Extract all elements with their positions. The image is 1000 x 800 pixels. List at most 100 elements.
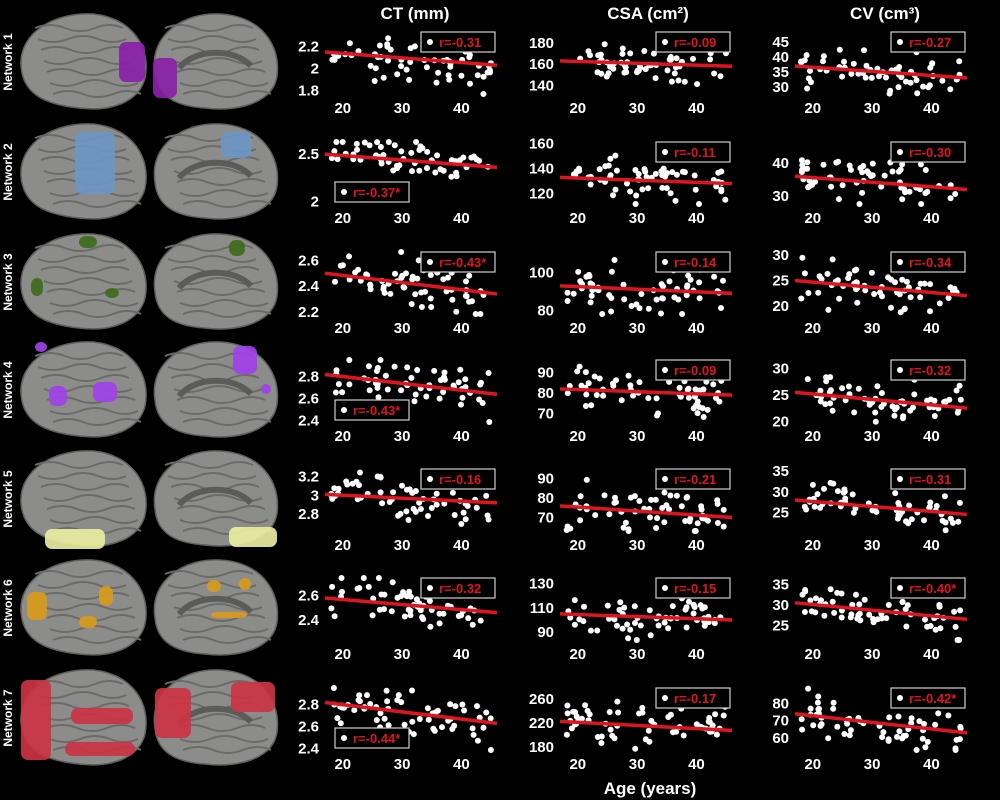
data-point: [931, 413, 938, 419]
data-point: [351, 707, 358, 714]
legend-marker: [427, 39, 433, 45]
data-point: [331, 613, 338, 620]
data-point: [848, 70, 855, 77]
data-point: [432, 169, 439, 176]
data-point: [384, 386, 391, 393]
data-point: [377, 489, 384, 496]
data-point: [372, 65, 379, 72]
data-point: [409, 168, 415, 175]
data-point: [932, 721, 939, 728]
data-point: [898, 74, 905, 81]
data-point: [398, 63, 405, 70]
data-point: [868, 269, 875, 276]
data-point: [401, 613, 408, 620]
data-point: [840, 489, 847, 496]
y-tick-label: 30: [772, 79, 789, 96]
data-point: [378, 160, 385, 167]
data-point: [608, 308, 615, 315]
data-point: [661, 489, 668, 496]
data-point: [866, 611, 873, 618]
data-point: [685, 394, 692, 401]
data-point: [387, 290, 394, 297]
data-point: [354, 146, 360, 153]
r-annotation: r=-0.21: [655, 468, 731, 490]
data-point: [606, 709, 613, 715]
data-point: [903, 518, 909, 525]
data-point: [467, 80, 473, 87]
data-point: [871, 291, 878, 297]
data-point: [945, 295, 952, 301]
data-point: [676, 384, 683, 391]
y-tick-label: 180: [529, 739, 554, 756]
data-point: [924, 397, 931, 404]
data-point: [830, 705, 837, 712]
scatter-grid: 1.8 2 2.2 20 30 40 r=-0.31 140 160 180 20 30 40 r=-0.…: [298, 31, 968, 773]
legend-marker: [427, 585, 433, 591]
y-tick-label: 220: [529, 715, 554, 732]
data-point: [805, 75, 812, 82]
data-point: [936, 602, 943, 608]
r-annotation: r=-0.14: [655, 251, 731, 273]
y-tick-label: 3: [311, 487, 319, 504]
data-point: [896, 728, 903, 735]
data-point: [462, 376, 469, 383]
data-point: [587, 181, 594, 188]
data-point: [376, 606, 383, 613]
data-point: [611, 735, 618, 742]
legend-marker: [341, 189, 347, 195]
data-point: [804, 165, 811, 172]
data-point: [432, 709, 439, 716]
data-point: [349, 480, 356, 487]
data-point: [845, 275, 852, 282]
data-point: [418, 304, 425, 310]
x-tick-label: 40: [688, 320, 705, 337]
data-point: [881, 172, 888, 179]
data-point: [836, 295, 843, 302]
scatter-network-2-cv: 30 40 20 30 40 r=-0.30: [772, 141, 968, 227]
data-point: [403, 508, 410, 515]
data-point: [483, 492, 490, 499]
data-point: [564, 390, 571, 397]
data-point: [818, 721, 825, 728]
r-value-label: r=-0.34: [909, 255, 952, 270]
y-tick-label: 35: [772, 576, 789, 593]
data-point: [625, 635, 632, 642]
data-point: [839, 182, 846, 189]
data-point: [876, 73, 882, 80]
fit-line: [559, 175, 733, 186]
x-tick-label: 20: [804, 320, 821, 337]
data-point: [692, 186, 699, 193]
data-point: [363, 271, 370, 278]
data-point: [655, 410, 661, 417]
data-point: [851, 409, 858, 416]
data-point: [613, 167, 620, 174]
data-point: [437, 166, 444, 173]
data-point: [913, 77, 920, 84]
data-point: [807, 67, 813, 74]
data-point: [872, 409, 879, 416]
data-point: [711, 70, 718, 77]
legend-marker: [662, 259, 668, 265]
data-point: [399, 482, 405, 489]
data-point: [474, 703, 480, 710]
data-point: [567, 614, 574, 621]
data-point: [686, 598, 692, 605]
data-point: [894, 733, 900, 740]
data-point: [820, 53, 827, 60]
data-point: [673, 492, 680, 499]
x-tick-label: 30: [394, 210, 411, 227]
data-point: [466, 298, 473, 305]
data-point: [849, 601, 856, 608]
y-tick-label: 80: [537, 302, 554, 319]
data-point: [798, 716, 805, 723]
data-point: [850, 509, 857, 516]
data-point: [712, 711, 719, 718]
data-point: [639, 709, 646, 716]
x-tick-label: 30: [394, 646, 411, 663]
data-point: [430, 725, 437, 732]
data-point: [646, 738, 653, 745]
data-point: [601, 492, 608, 499]
x-tick-label: 40: [688, 428, 705, 445]
data-point: [360, 575, 367, 581]
r-annotation: r=-0.43*: [334, 399, 410, 421]
